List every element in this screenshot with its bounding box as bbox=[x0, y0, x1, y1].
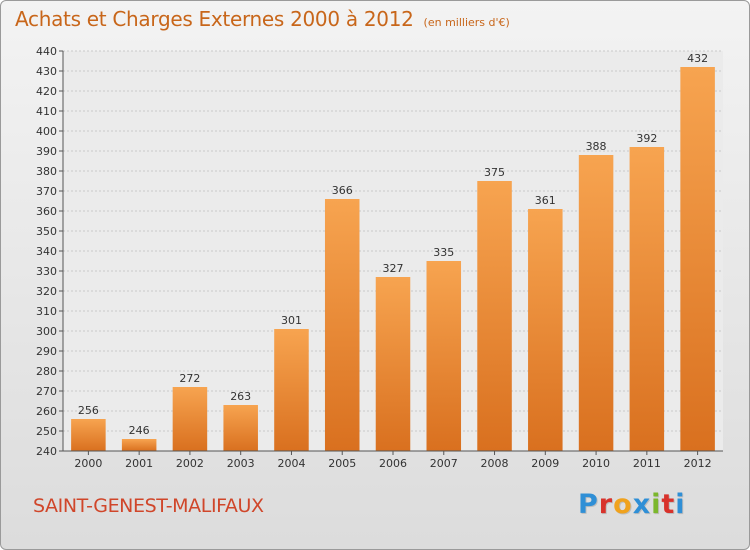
y-tick-label: 320 bbox=[36, 285, 57, 298]
y-tick-label: 340 bbox=[36, 245, 57, 258]
bar-2001 bbox=[121, 439, 157, 451]
y-tick-label: 420 bbox=[36, 85, 57, 98]
y-tick-label: 360 bbox=[36, 205, 57, 218]
bar-2003 bbox=[223, 405, 258, 451]
data-label: 263 bbox=[230, 390, 251, 403]
x-tick-label: 2007 bbox=[430, 457, 458, 470]
data-label: 272 bbox=[179, 372, 200, 385]
y-tick-label: 310 bbox=[36, 305, 57, 318]
data-label: 301 bbox=[281, 314, 302, 327]
x-tick-label: 2001 bbox=[125, 457, 153, 470]
bar-2008 bbox=[477, 181, 512, 451]
x-tick-label: 2010 bbox=[582, 457, 610, 470]
data-label: 246 bbox=[129, 424, 150, 437]
x-tick-label: 2004 bbox=[277, 457, 305, 470]
x-tick-label: 2003 bbox=[227, 457, 255, 470]
y-tick-label: 290 bbox=[36, 345, 57, 358]
logo-letter: o bbox=[613, 489, 633, 520]
y-tick-label: 240 bbox=[36, 445, 57, 458]
bar-2006 bbox=[375, 277, 411, 451]
y-tick-label: 280 bbox=[36, 365, 57, 378]
x-tick-label: 2005 bbox=[328, 457, 356, 470]
x-tick-label: 2006 bbox=[379, 457, 407, 470]
y-tick-label: 300 bbox=[36, 325, 57, 338]
x-axis: 2000 2001 2002 2003 2004 2005 2006 2007 2008 2009… bbox=[63, 450, 723, 470]
y-tick-label: 370 bbox=[36, 185, 57, 198]
y-axis: 240 250 260 270 280 290 300 310 320 330 340 350 360 3… bbox=[36, 45, 64, 458]
y-tick-label: 380 bbox=[36, 165, 57, 178]
y-tick-label: 350 bbox=[36, 225, 57, 238]
bar-2005 bbox=[324, 199, 360, 451]
logo-letter: r bbox=[598, 489, 614, 520]
y-tick-label: 250 bbox=[36, 425, 57, 438]
logo-letter: P bbox=[578, 489, 599, 520]
y-tick-label: 260 bbox=[36, 405, 57, 418]
y-tick-label: 390 bbox=[36, 145, 57, 158]
bar-2000 bbox=[71, 419, 106, 451]
data-label: 256 bbox=[78, 404, 99, 417]
bars bbox=[71, 67, 715, 451]
x-tick-label: 2008 bbox=[481, 457, 509, 470]
y-tick-label: 410 bbox=[36, 105, 57, 118]
bar-2011 bbox=[629, 147, 665, 451]
y-tick-label: 330 bbox=[36, 265, 57, 278]
chart-title: Achats et Charges Externes 2000 à 2012 (e… bbox=[15, 7, 510, 31]
x-tick-label: 2000 bbox=[74, 457, 102, 470]
bar-2010 bbox=[578, 155, 614, 451]
chart-unit: (en milliers d'€) bbox=[423, 16, 510, 29]
data-label: 335 bbox=[433, 246, 454, 259]
data-label: 366 bbox=[332, 184, 353, 197]
data-label: 361 bbox=[535, 194, 556, 207]
proxiti-logo[interactable]: Proxiti bbox=[578, 489, 686, 520]
data-label: 388 bbox=[586, 140, 607, 153]
bar-2004 bbox=[274, 329, 309, 451]
data-label: 392 bbox=[636, 132, 657, 145]
bar-2002 bbox=[172, 387, 208, 451]
bar-2007 bbox=[426, 261, 462, 451]
y-tick-label: 400 bbox=[36, 125, 57, 138]
x-tick-label: 2011 bbox=[633, 457, 661, 470]
data-label: 327 bbox=[383, 262, 404, 275]
city-name: SAINT-GENEST-MALIFAUX bbox=[33, 495, 264, 517]
data-labels: 256 246 272 263 301 366 327 335 375 361 388 392 432 bbox=[78, 52, 708, 437]
logo-letter: i bbox=[651, 489, 662, 520]
logo-letter: t bbox=[661, 489, 676, 520]
y-tick-label: 440 bbox=[36, 45, 57, 58]
logo-letter: x bbox=[632, 489, 652, 520]
logo-letter: i bbox=[675, 489, 686, 520]
y-tick-label: 270 bbox=[36, 385, 57, 398]
data-label: 375 bbox=[484, 166, 505, 179]
bar-2012 bbox=[680, 67, 715, 451]
x-tick-label: 2012 bbox=[684, 457, 712, 470]
x-tick-label: 2009 bbox=[531, 457, 559, 470]
y-tick-label: 430 bbox=[36, 65, 57, 78]
data-label: 432 bbox=[687, 52, 708, 65]
chart-title-text: Achats et Charges Externes 2000 à 2012 bbox=[15, 7, 414, 31]
bar-2009 bbox=[528, 209, 563, 451]
x-tick-label: 2002 bbox=[176, 457, 204, 470]
